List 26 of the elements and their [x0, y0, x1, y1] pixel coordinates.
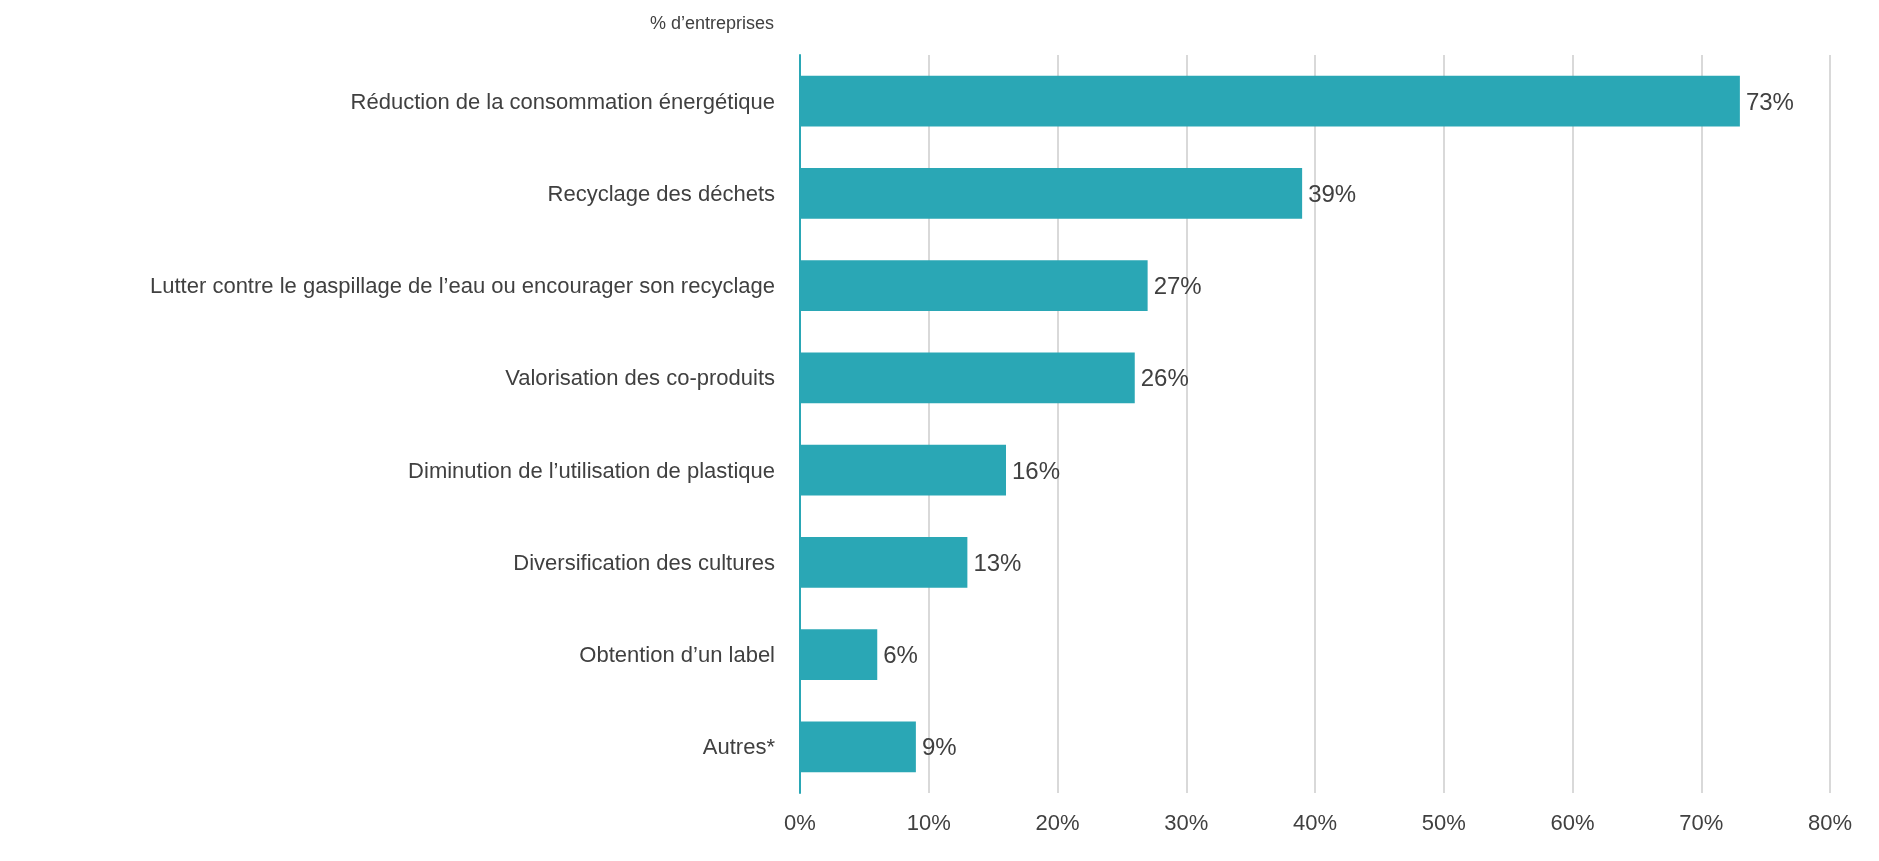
data-label: 16%	[1012, 456, 1061, 484]
data-label: 6%	[883, 641, 918, 669]
y-tick-label: Recyclage des déchets	[547, 180, 775, 206]
data-label: 26%	[1140, 364, 1189, 392]
data-label: 9%	[921, 733, 957, 761]
x-tick-label: 30%	[1164, 809, 1209, 835]
data-label: 13%	[973, 548, 1022, 576]
data-label: 39%	[1308, 179, 1357, 207]
y-tick-label: Diversification des cultures	[513, 549, 775, 575]
y-tick-label: Valorisation des co-produits	[505, 365, 775, 391]
y-tick-label: Réduction de la consommation énergétique	[350, 88, 775, 114]
x-tick-label: 50%	[1421, 809, 1466, 835]
x-tick-label: 10%	[906, 809, 951, 835]
y-tick-label: Diminution de l’utilisation de plastique	[408, 457, 775, 483]
x-axis-title: % d’entreprises	[650, 13, 775, 33]
y-tick-label: Lutter contre le gaspillage de l’eau ou encourager son recyclage	[150, 273, 775, 299]
x-tick-label: 60%	[1550, 809, 1595, 835]
x-tick-label: 80%	[1807, 809, 1853, 835]
x-tick-label: 0%	[784, 809, 816, 835]
y-tick-label: Autres*	[702, 734, 776, 760]
x-tick-label: 40%	[1292, 809, 1338, 835]
data-label: 27%	[1153, 272, 1202, 300]
y-tick-label: Obtention d’un label	[579, 642, 775, 668]
x-tick-label: 20%	[1035, 809, 1080, 835]
data-label: 73%	[1745, 87, 1794, 115]
x-tick-label: 70%	[1679, 809, 1724, 835]
